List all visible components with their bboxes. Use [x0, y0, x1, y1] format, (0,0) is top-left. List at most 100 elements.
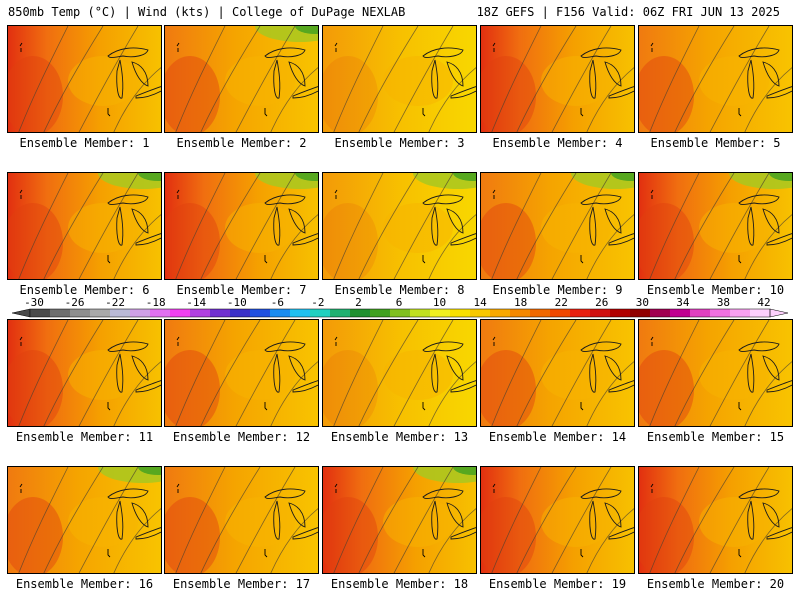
- ensemble-member-map: [638, 319, 793, 427]
- colorbar-tick-label: -18: [146, 296, 166, 309]
- colorbar-segment: [370, 309, 391, 317]
- colorbar-tick-label: -30: [24, 296, 44, 309]
- colorbar-segment: [510, 309, 531, 317]
- colorbar-segment: [270, 309, 291, 317]
- ensemble-member-map: [164, 172, 319, 280]
- ensemble-member-label: Ensemble Member: 8: [334, 283, 465, 297]
- colorbar-segment: [650, 309, 671, 317]
- colorbar-segment: [170, 309, 191, 317]
- ensemble-member-label: Ensemble Member: 16: [15, 577, 154, 591]
- ensemble-member-label: Ensemble Member: 14: [488, 430, 627, 444]
- colorbar-segment: [130, 309, 151, 317]
- valid-time-label: 18Z GEFS | F156 Valid: 06Z FRI JUN 13 20…: [476, 5, 780, 19]
- colorbar-tick-label: 18: [514, 296, 527, 309]
- ensemble-member-map: [164, 319, 319, 427]
- colorbar-segment: [230, 309, 251, 317]
- ensemble-member-label: Ensemble Member: 20: [646, 577, 785, 591]
- ensemble-member-label: Ensemble Member: 18: [330, 577, 469, 591]
- colorbar-segment: [430, 309, 451, 317]
- colorbar-tick-label: 26: [595, 296, 608, 309]
- ensemble-member-label: Ensemble Member: 15: [646, 430, 785, 444]
- colorbar-segment: [550, 309, 571, 317]
- colorbar-segment: [190, 309, 211, 317]
- colorbar-segment: [210, 309, 231, 317]
- colorbar-segment: [670, 309, 691, 317]
- ensemble-member-map: [322, 466, 477, 574]
- colorbar-segment: [690, 309, 711, 317]
- ensemble-member-map: [7, 319, 162, 427]
- colorbar-segment: [570, 309, 591, 317]
- colorbar-segment: [310, 309, 331, 317]
- ensemble-member-label: Ensemble Member: 17: [172, 577, 311, 591]
- ensemble-member-map: [480, 319, 635, 427]
- colorbar-segment: [30, 309, 51, 317]
- ensemble-member-map: [480, 25, 635, 133]
- ensemble-member-map: [322, 172, 477, 280]
- ensemble-member-map: [164, 25, 319, 133]
- colorbar-segment: [730, 309, 751, 317]
- ensemble-member-label: Ensemble Member: 3: [334, 136, 465, 150]
- ensemble-member-label: Ensemble Member: 11: [15, 430, 154, 444]
- ensemble-member-label: Ensemble Member: 9: [492, 283, 623, 297]
- colorbar-tick-label: 34: [676, 296, 690, 309]
- colorbar-tick-label: -22: [105, 296, 125, 309]
- ensemble-member-label: Ensemble Member: 5: [650, 136, 781, 150]
- ensemble-member-label: Ensemble Member: 1: [19, 136, 150, 150]
- colorbar-segment: [470, 309, 491, 317]
- colorbar-segment: [750, 309, 771, 317]
- colorbar-tick-label: 38: [717, 296, 730, 309]
- colorbar-tick-label: -2: [311, 296, 324, 309]
- colorbar-tick-label: 22: [555, 296, 568, 309]
- colorbar-segment: [610, 309, 631, 317]
- colorbar-left-arrow: [11, 308, 31, 318]
- colorbar-tick-label: 2: [355, 296, 362, 309]
- ensemble-member-map: [7, 25, 162, 133]
- ensemble-member-label: Ensemble Member: 10: [646, 283, 785, 297]
- map-title: 850mb Temp (°C) | Wind (kts) | College o…: [8, 5, 406, 19]
- colorbar-tick-label: -14: [186, 296, 206, 309]
- ensemble-member-map: [480, 466, 635, 574]
- colorbar-segment: [250, 309, 271, 317]
- ensemble-member-label: Ensemble Member: 12: [172, 430, 311, 444]
- colorbar-segment: [710, 309, 731, 317]
- colorbar-segment: [530, 309, 551, 317]
- ensemble-member-map: [322, 25, 477, 133]
- ensemble-member-map: [638, 25, 793, 133]
- colorbar-segment: [590, 309, 611, 317]
- ensemble-member-label: Ensemble Member: 13: [330, 430, 469, 444]
- ensemble-member-map: [164, 466, 319, 574]
- colorbar-tick-label: 6: [396, 296, 403, 309]
- colorbar-tick-label: -6: [271, 296, 284, 309]
- colorbar-tick-label: 42: [757, 296, 770, 309]
- ensemble-member-label: Ensemble Member: 2: [176, 136, 307, 150]
- ensemble-member-label: Ensemble Member: 7: [176, 283, 307, 297]
- colorbar-tick-label: -10: [227, 296, 247, 309]
- ensemble-member-map: [7, 172, 162, 280]
- ensemble-member-map: [638, 172, 793, 280]
- colorbar-segment: [390, 309, 411, 317]
- colorbar-segment: [50, 309, 71, 317]
- colorbar-segment: [330, 309, 351, 317]
- colorbar-tick-label: -26: [65, 296, 85, 309]
- colorbar-tick-label: 30: [636, 296, 649, 309]
- temperature-colorbar: -30 -26 -22 -18 -14 -10 -6 -2 2 6 10 14 18 22 26 30 34 38…: [11, 296, 789, 318]
- colorbar-segment: [150, 309, 171, 317]
- ensemble-member-map: [480, 172, 635, 280]
- colorbar-segment: [630, 309, 651, 317]
- ensemble-member-label: Ensemble Member: 19: [488, 577, 627, 591]
- ensemble-member-map: [638, 466, 793, 574]
- colorbar-segment: [450, 309, 471, 317]
- colorbar-segment: [410, 309, 431, 317]
- colorbar-segment: [490, 309, 511, 317]
- colorbar-segment: [350, 309, 371, 317]
- colorbar-segment: [70, 309, 91, 317]
- ensemble-member-map: [322, 319, 477, 427]
- colorbar-segment: [290, 309, 311, 317]
- ensemble-member-label: Ensemble Member: 6: [19, 283, 150, 297]
- colorbar-right-arrow: [769, 308, 789, 318]
- ensemble-member-map: [7, 466, 162, 574]
- colorbar-segment: [90, 309, 111, 317]
- colorbar-tick-label: 10: [433, 296, 446, 309]
- colorbar-segment: [110, 309, 131, 317]
- colorbar-tick-label: 14: [473, 296, 487, 309]
